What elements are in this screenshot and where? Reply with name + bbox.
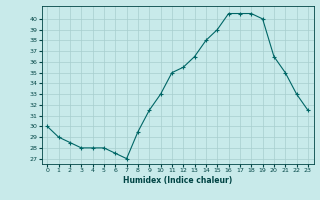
X-axis label: Humidex (Indice chaleur): Humidex (Indice chaleur) (123, 176, 232, 185)
